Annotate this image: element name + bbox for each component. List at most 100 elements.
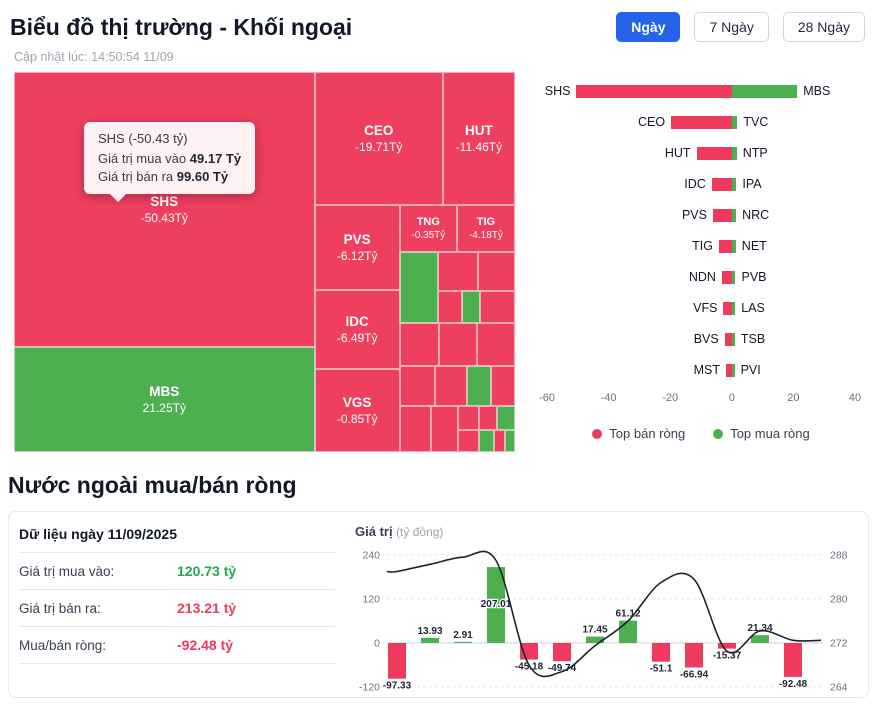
- flow-bar[interactable]: [454, 641, 472, 643]
- treemap-block[interactable]: [490, 366, 515, 407]
- flow-bar[interactable]: [619, 620, 637, 643]
- treemap-block[interactable]: [478, 429, 494, 452]
- tooltip-sell-value: 99.60 Tỷ: [176, 169, 229, 184]
- treemap-block[interactable]: [399, 322, 439, 367]
- buy-bar[interactable]: [731, 178, 737, 191]
- treemap-block[interactable]: [477, 252, 515, 291]
- left-axis-label: -120: [359, 682, 380, 694]
- range-tab-0[interactable]: Ngày: [616, 12, 681, 42]
- combo-chart-title: Giá trị (tỷ đồng): [355, 524, 868, 539]
- sell-bar[interactable]: [712, 209, 732, 222]
- sell-bar[interactable]: [721, 271, 732, 284]
- sell-bar[interactable]: [576, 85, 732, 98]
- legend-item: Top bán ròng: [592, 426, 685, 441]
- range-tab-1[interactable]: 7 Ngày: [694, 12, 769, 42]
- buy-bar[interactable]: [731, 333, 735, 346]
- treemap-block-mbs[interactable]: MBS 21.25Tỷ: [14, 347, 315, 452]
- bar-value-label: -45.18: [515, 662, 544, 673]
- sell-bar[interactable]: [723, 302, 732, 315]
- treemap-block[interactable]: [496, 406, 515, 430]
- flow-bar[interactable]: [718, 643, 736, 649]
- flow-bar[interactable]: [388, 643, 406, 679]
- treemap-block[interactable]: [399, 406, 431, 452]
- buy-bar[interactable]: [731, 147, 737, 160]
- net-pair-row: VFS LAS: [547, 293, 855, 324]
- updated-at: Cập nhật lúc: 14:50:54 11/09: [14, 50, 174, 64]
- buy-bar[interactable]: [731, 364, 735, 377]
- section-title-net-flow: Nước ngoài mua/bán ròng: [8, 472, 297, 498]
- net-pair-row: CEO TVC: [547, 107, 855, 138]
- buy-ticker: TVC: [743, 115, 769, 129]
- block-ticker: PVS: [343, 231, 371, 247]
- right-axis-label: 272: [830, 638, 848, 650]
- treemap-block-tng[interactable]: TNG -0.35Tỷ: [399, 205, 457, 253]
- flow-bar[interactable]: [751, 635, 769, 643]
- treemap-block-ceo[interactable]: CEO -19.71Tỷ: [314, 72, 443, 205]
- treemap-block[interactable]: [399, 252, 438, 323]
- block-value: -6.49Tỷ: [336, 331, 378, 346]
- net-pair-row: NDN PVB: [547, 262, 855, 293]
- index-line: [386, 550, 822, 678]
- block-value: -19.71Tỷ: [355, 140, 403, 154]
- buy-bar[interactable]: [731, 271, 736, 284]
- buy-ticker: NET: [741, 239, 767, 253]
- header: Biểu đồ thị trường - Khối ngoại Ngày 7 Ng…: [0, 0, 877, 64]
- treemap-block[interactable]: [476, 322, 515, 367]
- flow-bar[interactable]: [553, 643, 571, 662]
- sell-bar[interactable]: [711, 178, 732, 191]
- buy-bar[interactable]: [731, 85, 798, 98]
- net-pair-row: HUT NTP: [547, 138, 855, 169]
- flow-bar[interactable]: [421, 637, 439, 643]
- treemap-block-pvs[interactable]: PVS -6.12Tỷ: [314, 205, 400, 291]
- range-tab-2[interactable]: 28 Ngày: [782, 12, 865, 42]
- treemap-block[interactable]: [434, 366, 467, 407]
- combo-title-main: Giá trị: [355, 524, 393, 539]
- legend-label: Top bán ròng: [609, 426, 686, 441]
- buy-ticker: PVI: [740, 363, 761, 377]
- treemap-block-tig[interactable]: TIG -4.18Tỷ: [456, 205, 515, 253]
- block-value: -0.35Tỷ: [411, 230, 446, 242]
- treemap-block-shs[interactable]: SHS -50.43Tỷ: [14, 72, 315, 348]
- treemap-block-vgs[interactable]: VGS -0.85Tỷ: [314, 369, 400, 452]
- flow-bar[interactable]: [685, 643, 703, 668]
- treemap-block[interactable]: [430, 406, 458, 452]
- treemap-block-idc[interactable]: IDC -6.49Tỷ: [314, 290, 400, 370]
- flow-bar[interactable]: [586, 636, 604, 643]
- treemap-block[interactable]: [466, 366, 491, 407]
- block-value: 21.25Tỷ: [142, 401, 186, 416]
- buy-bar[interactable]: [731, 116, 738, 129]
- treemap-block[interactable]: [438, 322, 477, 367]
- buy-bar[interactable]: [731, 240, 736, 253]
- treemap-block[interactable]: [461, 290, 480, 323]
- sell-bar[interactable]: [724, 333, 732, 346]
- treemap-block[interactable]: [399, 366, 435, 407]
- net-pair-row: TIG NET: [547, 231, 855, 262]
- flow-bar[interactable]: [784, 643, 802, 677]
- net-pair-rows: SHS MBS CEO TVC HUT NTP IDC IPA PVS NRC TIG NET NDN P…: [545, 76, 855, 386]
- range-tabs: Ngày 7 Ngày 28 Ngày: [616, 12, 865, 42]
- treemap-block[interactable]: [457, 406, 479, 430]
- buy-ticker: PVB: [741, 270, 767, 284]
- treemap-block[interactable]: [479, 290, 515, 323]
- sell-ticker: TIG: [692, 239, 713, 253]
- treemap-block-hut[interactable]: HUT -11.46Tỷ: [442, 72, 515, 205]
- summary-panel: Dữ liệu ngày 11/09/2025 Giá trị mua vào:…: [9, 512, 341, 697]
- block-ticker: MBS: [149, 383, 180, 399]
- sell-bar[interactable]: [696, 147, 732, 160]
- sell-bar[interactable]: [718, 240, 732, 253]
- flow-bar[interactable]: [652, 643, 670, 662]
- treemap-block[interactable]: [493, 429, 505, 452]
- sell-bar[interactable]: [671, 116, 732, 129]
- buy-bar[interactable]: [731, 302, 736, 315]
- sell-bar[interactable]: [725, 364, 732, 377]
- treemap-block[interactable]: [437, 252, 478, 291]
- treemap-block[interactable]: [504, 429, 515, 452]
- summary-label: Mua/bán ròng:: [19, 637, 107, 653]
- treemap-block[interactable]: [437, 290, 462, 323]
- sell-ticker: PVS: [681, 208, 707, 222]
- treemap-block[interactable]: [457, 429, 479, 452]
- buy-bar[interactable]: [731, 209, 737, 222]
- flow-bar[interactable]: [487, 567, 505, 643]
- block-value: -11.46Tỷ: [455, 140, 503, 154]
- treemap-block[interactable]: [478, 406, 497, 430]
